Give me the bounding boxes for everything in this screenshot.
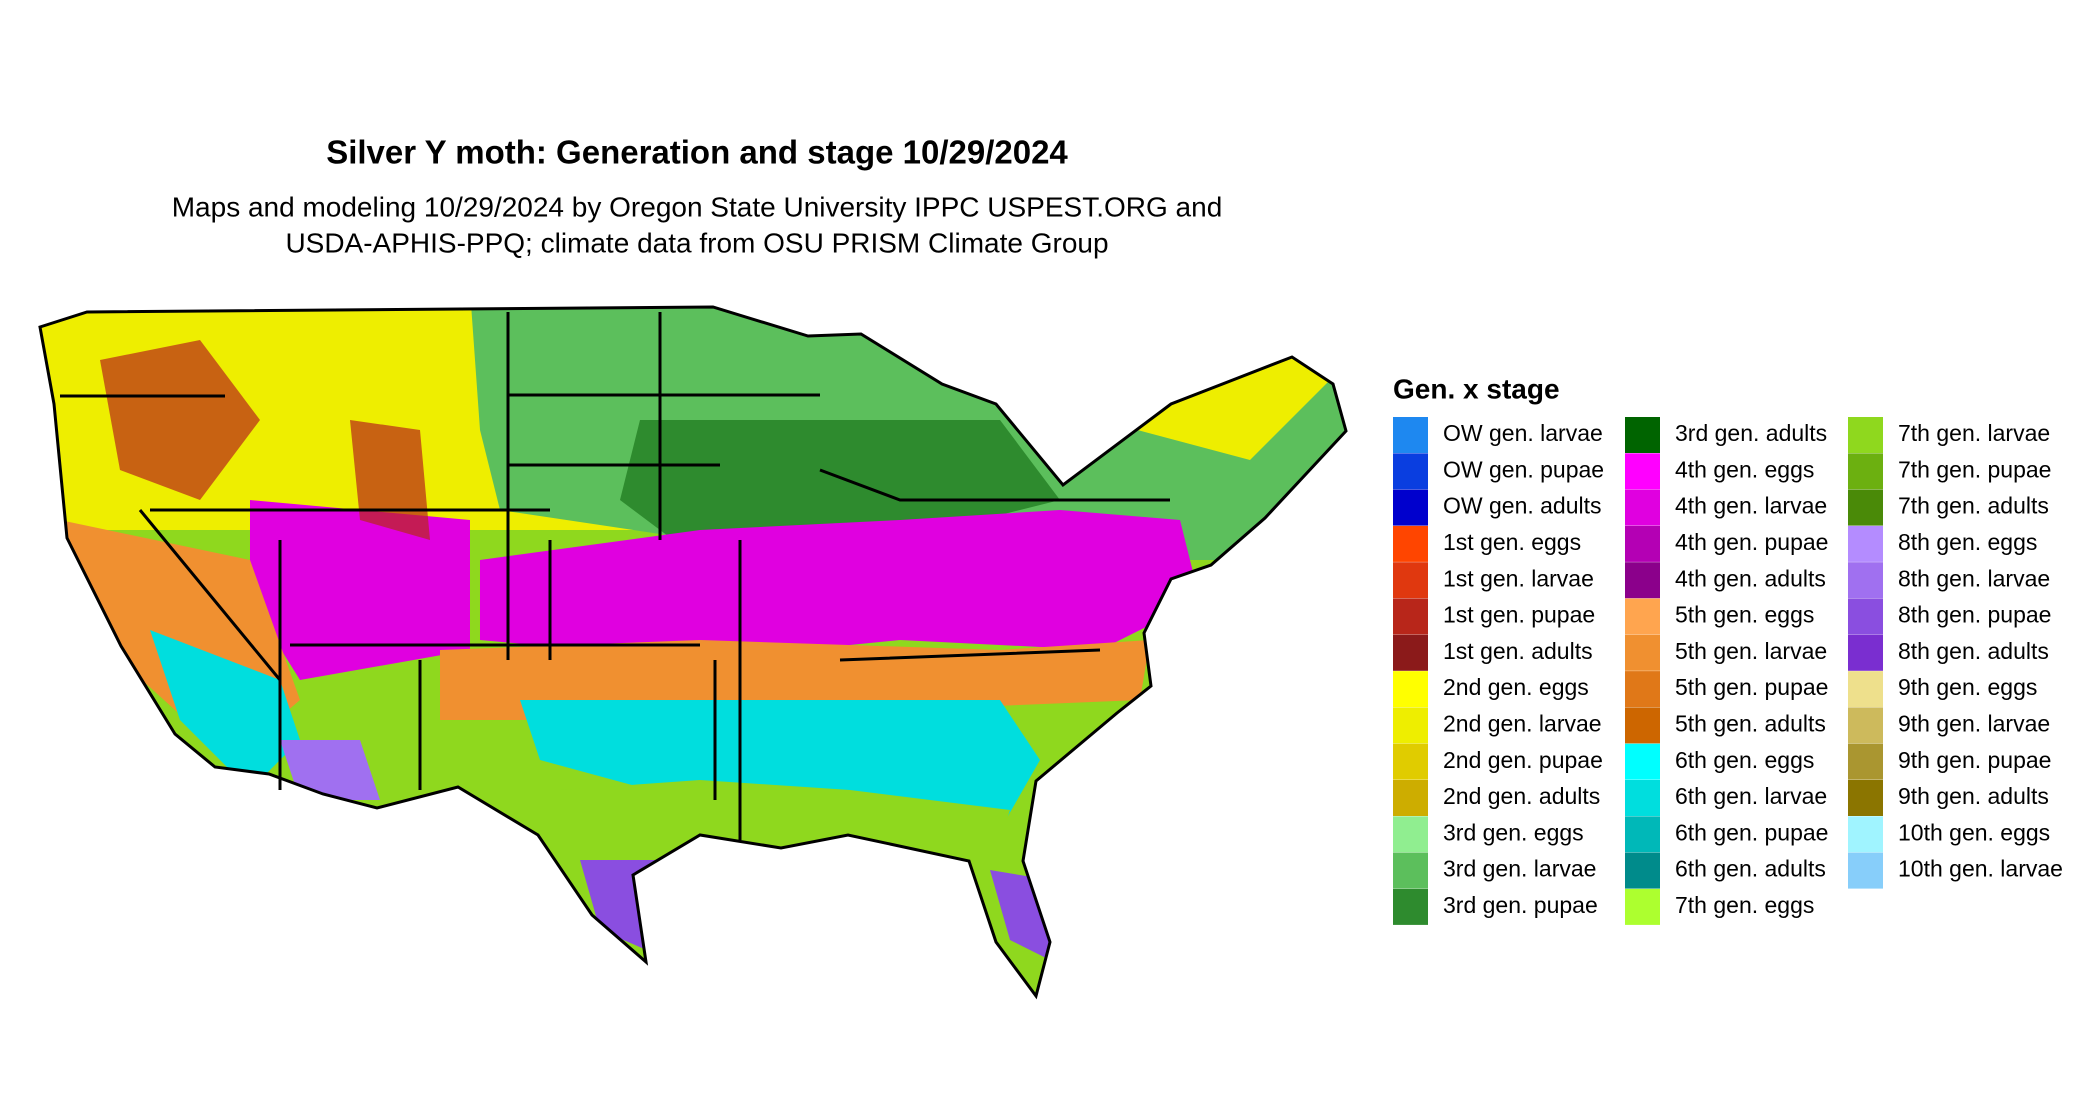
legend-label: 9th gen. eggs <box>1898 674 2037 700</box>
legend-label: 3rd gen. eggs <box>1443 819 1584 845</box>
legend-swatch <box>1625 417 1660 453</box>
legend-label: 7th gen. eggs <box>1675 892 1814 918</box>
legend-label: 1st gen. pupae <box>1443 602 1595 628</box>
subtitle: USDA-APHIS-PPQ; climate data from OSU PR… <box>285 227 1108 258</box>
subtitle: Maps and modeling 10/29/2024 by Oregon S… <box>172 191 1223 222</box>
legend-label: OW gen. larvae <box>1443 420 1603 446</box>
legend-label: 6th gen. larvae <box>1675 783 1827 809</box>
legend-label: 4th gen. larvae <box>1675 493 1827 519</box>
legend-label: 2nd gen. eggs <box>1443 674 1589 700</box>
legend-label: 8th gen. larvae <box>1898 565 2050 591</box>
legend-swatch <box>1393 489 1428 526</box>
legend-label: 6th gen. pupae <box>1675 819 1828 845</box>
legend-label: 9th gen. larvae <box>1898 710 2050 736</box>
legend-swatch <box>1393 598 1428 635</box>
legend-swatch <box>1393 562 1428 599</box>
legend-title: Gen. x stage <box>1393 373 1560 404</box>
legend-label: 10th gen. larvae <box>1898 856 2063 882</box>
legend-label: 1st gen. adults <box>1443 638 1593 664</box>
legend-swatch <box>1393 743 1428 780</box>
legend-label: 4th gen. adults <box>1675 565 1826 591</box>
legend-swatch <box>1848 707 1883 744</box>
legend-label: 7th gen. pupae <box>1898 456 2051 482</box>
title: Silver Y moth: Generation and stage 10/2… <box>326 134 1068 171</box>
legend-swatch <box>1848 634 1883 671</box>
legend-label: 2nd gen. larvae <box>1443 710 1602 736</box>
legend-swatch <box>1625 634 1660 671</box>
legend-label: OW gen. pupae <box>1443 456 1604 482</box>
legend-label: 4th gen. pupae <box>1675 529 1828 555</box>
legend-swatch <box>1625 888 1660 925</box>
legend-swatch <box>1393 453 1428 490</box>
legend-swatch <box>1625 707 1660 744</box>
legend-swatch <box>1625 489 1660 526</box>
legend-label: 5th gen. pupae <box>1675 674 1828 700</box>
legend-swatch <box>1393 888 1428 925</box>
legend-label: 3rd gen. larvae <box>1443 856 1596 882</box>
legend-swatch <box>1848 417 1883 453</box>
legend-label: OW gen. adults <box>1443 493 1602 519</box>
legend-swatch <box>1393 816 1428 853</box>
legend-swatch <box>1625 743 1660 780</box>
legend-swatch <box>1848 743 1883 780</box>
legend-label: 10th gen. eggs <box>1898 819 2050 845</box>
legend-label: 5th gen. larvae <box>1675 638 1827 664</box>
legend-swatch <box>1393 634 1428 671</box>
legend-label: 2nd gen. pupae <box>1443 747 1603 773</box>
legend-label: 4th gen. eggs <box>1675 456 1814 482</box>
legend-swatch <box>1393 525 1428 562</box>
legend-swatch <box>1393 780 1428 816</box>
legend-swatch <box>1625 816 1660 853</box>
legend-label: 3rd gen. pupae <box>1443 892 1598 918</box>
legend-swatch <box>1625 852 1660 889</box>
legend-label: 8th gen. eggs <box>1898 529 2037 555</box>
legend-label: 8th gen. adults <box>1898 638 2049 664</box>
legend-swatch <box>1393 707 1428 744</box>
legend-label: 6th gen. adults <box>1675 856 1826 882</box>
legend-swatch <box>1848 453 1883 490</box>
legend-label: 5th gen. adults <box>1675 710 1826 736</box>
map-region <box>280 740 380 800</box>
legend-swatch <box>1848 780 1883 816</box>
legend-swatch <box>1625 562 1660 599</box>
legend-label: 5th gen. eggs <box>1675 602 1814 628</box>
legend-label: 3rd gen. adults <box>1675 420 1827 446</box>
map-region <box>100 340 260 500</box>
legend-label: 7th gen. larvae <box>1898 420 2050 446</box>
legend-swatch <box>1625 671 1660 708</box>
legend-swatch <box>1393 671 1428 708</box>
legend-swatch <box>1625 598 1660 635</box>
legend-swatch <box>1848 852 1883 889</box>
legend-swatch <box>1393 417 1428 453</box>
legend-label: 2nd gen. adults <box>1443 783 1600 809</box>
state-borders <box>38 305 1348 1000</box>
legend: Gen. x stage OW gen. larvae OW gen. pupae… <box>1393 373 2063 925</box>
legend-label: 8th gen. pupae <box>1898 602 2051 628</box>
legend-label: 9th gen. pupae <box>1898 747 2051 773</box>
map-region <box>480 510 1200 660</box>
legend-swatch <box>1848 598 1883 635</box>
legend-swatch <box>1848 525 1883 562</box>
legend-label: 1st gen. larvae <box>1443 565 1594 591</box>
legend-swatch <box>1625 525 1660 562</box>
legend-swatch <box>1848 489 1883 526</box>
legend-swatch <box>1848 671 1883 708</box>
legend-swatch <box>1848 816 1883 853</box>
legend-swatch <box>1848 562 1883 599</box>
legend-swatch <box>1393 852 1428 889</box>
map-region <box>250 500 470 680</box>
legend-label: 1st gen. eggs <box>1443 529 1581 555</box>
map-region <box>150 630 300 790</box>
legend-label: 7th gen. adults <box>1898 493 2049 519</box>
legend-swatch <box>1625 453 1660 490</box>
legend-label: 6th gen. eggs <box>1675 747 1814 773</box>
legend-swatch <box>1625 780 1660 816</box>
legend-label: 9th gen. adults <box>1898 783 2049 809</box>
